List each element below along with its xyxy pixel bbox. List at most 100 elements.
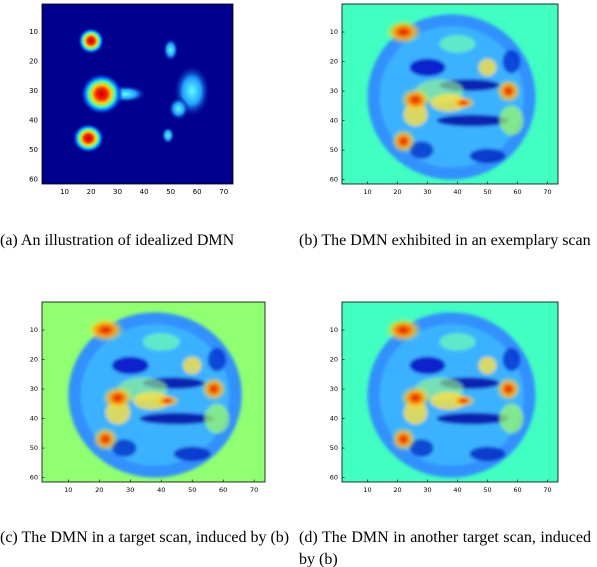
x-tick-label: 30 (423, 188, 431, 196)
y-tick-label: 50 (30, 444, 38, 452)
x-tick-label: 70 (543, 188, 551, 196)
y-tick-label: 10 (330, 326, 338, 334)
blob (392, 129, 416, 153)
blob (440, 333, 476, 351)
caption-text: The DMN in another target scan, induced … (299, 529, 591, 567)
x-tick-label: 10 (60, 188, 69, 196)
x-tick-label: 30 (113, 188, 122, 196)
y-tick-label: 20 (29, 58, 38, 66)
blob (500, 106, 524, 136)
caption-label: (a) (0, 232, 18, 249)
blob (386, 318, 422, 342)
x-tick-label: 30 (423, 486, 431, 494)
y-tick-label: 60 (330, 176, 338, 184)
x-tick-label: 20 (393, 188, 401, 196)
y-tick-label: 60 (330, 474, 338, 482)
x-tick-label: 40 (140, 188, 149, 196)
blob (503, 50, 521, 74)
x-tick-label: 20 (393, 486, 401, 494)
blob (202, 377, 227, 401)
blob (500, 404, 524, 434)
blob (503, 348, 521, 372)
x-tick-label: 40 (157, 486, 165, 494)
brain (368, 14, 536, 179)
caption: (a) An illustration of idealized DMN (0, 230, 292, 252)
x-tick-label: 30 (126, 486, 134, 494)
blob (163, 38, 179, 62)
y-tick-label: 50 (330, 444, 338, 452)
x-tick-label: 60 (513, 486, 521, 494)
x-tick-label: 20 (95, 486, 103, 494)
blob (440, 35, 476, 53)
blob (80, 73, 122, 114)
y-tick-label: 10 (30, 326, 38, 334)
caption-label: (c) (0, 529, 18, 546)
blob (112, 357, 149, 375)
blob (470, 149, 506, 164)
blob (183, 357, 202, 375)
y-tick-label: 50 (330, 146, 338, 154)
x-tick-label: 60 (193, 188, 202, 196)
y-tick-label: 10 (330, 28, 338, 36)
y-tick-label: 20 (330, 58, 338, 66)
blob (140, 413, 214, 425)
blob (392, 427, 416, 451)
x-tick-label: 50 (483, 188, 491, 196)
caption-text: The DMN exhibited in an exemplary scan (321, 232, 590, 249)
blob (73, 124, 105, 154)
y-tick-label: 30 (330, 87, 338, 95)
y-tick-label: 40 (30, 415, 38, 423)
x-tick-label: 50 (166, 188, 175, 196)
image (342, 302, 558, 482)
blob (143, 333, 180, 351)
y-tick-label: 50 (29, 146, 38, 154)
caption-text: An illustration of idealized DMN (21, 232, 234, 249)
blob (470, 447, 506, 462)
brain (68, 312, 241, 477)
blob (155, 395, 180, 407)
x-tick-label: 60 (219, 486, 227, 494)
caption: (d) The DMN in another target scan, indu… (299, 527, 591, 567)
caption-text: The DMN in a target scan, induced by (b) (21, 529, 289, 546)
y-tick-label: 30 (330, 385, 338, 393)
blob (497, 377, 521, 401)
blob (102, 386, 133, 410)
x-tick-label: 70 (219, 188, 228, 196)
blob (386, 20, 422, 44)
y-tick-label: 30 (30, 385, 38, 393)
y-tick-label: 20 (30, 356, 38, 364)
blob (452, 395, 476, 407)
blob (497, 79, 521, 103)
blob (437, 413, 509, 425)
x-tick-label: 20 (87, 188, 96, 196)
blob (205, 404, 230, 434)
image (42, 302, 265, 482)
image (342, 4, 558, 184)
blob (401, 386, 431, 410)
y-tick-label: 20 (330, 356, 338, 364)
y-tick-label: 40 (330, 117, 338, 125)
blob (78, 28, 105, 55)
x-tick-label: 40 (453, 486, 461, 494)
x-tick-label: 40 (453, 188, 461, 196)
blob (452, 97, 476, 109)
blob (168, 97, 189, 121)
y-tick-label: 40 (330, 415, 338, 423)
blob (479, 357, 497, 375)
x-tick-label: 10 (363, 188, 371, 196)
blob (161, 126, 174, 144)
y-tick-label: 30 (29, 87, 38, 95)
y-tick-label: 10 (29, 28, 38, 36)
caption-label: (b) (299, 232, 318, 249)
y-tick-label: 40 (29, 117, 38, 125)
x-tick-label: 60 (513, 188, 521, 196)
x-tick-label: 10 (64, 486, 72, 494)
x-tick-label: 50 (188, 486, 196, 494)
x-tick-label: 70 (543, 486, 551, 494)
y-tick-label: 60 (29, 176, 38, 184)
figure: 10 20 30 40 50 60 70 10 20 30 40 50 60 10 20 30 40 50 60 70… (0, 0, 597, 567)
y-tick-label: 60 (30, 474, 38, 482)
x-tick-label: 70 (250, 486, 258, 494)
caption: (c) The DMN in a target scan, induced by… (0, 527, 292, 549)
caption-label: (d) (299, 529, 318, 546)
